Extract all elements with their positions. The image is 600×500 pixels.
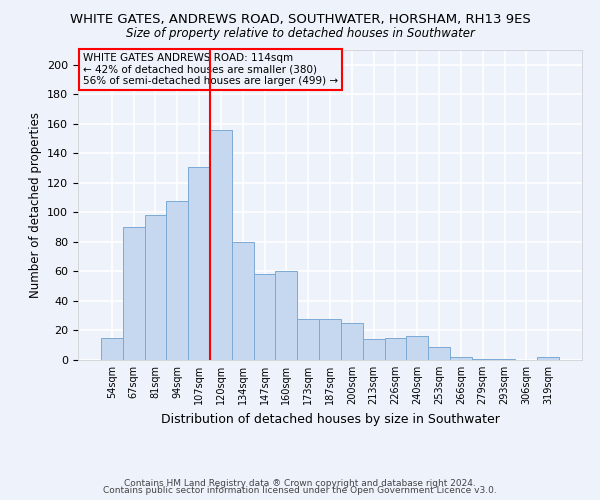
X-axis label: Distribution of detached houses by size in Southwater: Distribution of detached houses by size … xyxy=(161,412,499,426)
Text: WHITE GATES ANDREWS ROAD: 114sqm
← 42% of detached houses are smaller (380)
56% : WHITE GATES ANDREWS ROAD: 114sqm ← 42% o… xyxy=(83,53,338,86)
Text: Contains public sector information licensed under the Open Government Licence v3: Contains public sector information licen… xyxy=(103,486,497,495)
Bar xyxy=(406,336,428,360)
Text: Contains HM Land Registry data ® Crown copyright and database right 2024.: Contains HM Land Registry data ® Crown c… xyxy=(124,478,476,488)
Bar xyxy=(145,216,166,360)
Bar xyxy=(385,338,406,360)
Text: Size of property relative to detached houses in Southwater: Size of property relative to detached ho… xyxy=(125,28,475,40)
Bar xyxy=(232,242,254,360)
Bar xyxy=(210,130,232,360)
Bar xyxy=(101,338,123,360)
Bar xyxy=(166,200,188,360)
Bar xyxy=(254,274,275,360)
Bar xyxy=(341,323,363,360)
Bar xyxy=(537,357,559,360)
Bar xyxy=(319,318,341,360)
Bar xyxy=(494,358,515,360)
Bar xyxy=(297,318,319,360)
Bar xyxy=(188,166,210,360)
Bar xyxy=(472,358,494,360)
Bar xyxy=(450,357,472,360)
Bar xyxy=(275,272,297,360)
Text: WHITE GATES, ANDREWS ROAD, SOUTHWATER, HORSHAM, RH13 9ES: WHITE GATES, ANDREWS ROAD, SOUTHWATER, H… xyxy=(70,12,530,26)
Bar xyxy=(428,346,450,360)
Bar xyxy=(123,227,145,360)
Y-axis label: Number of detached properties: Number of detached properties xyxy=(29,112,41,298)
Bar xyxy=(363,340,385,360)
